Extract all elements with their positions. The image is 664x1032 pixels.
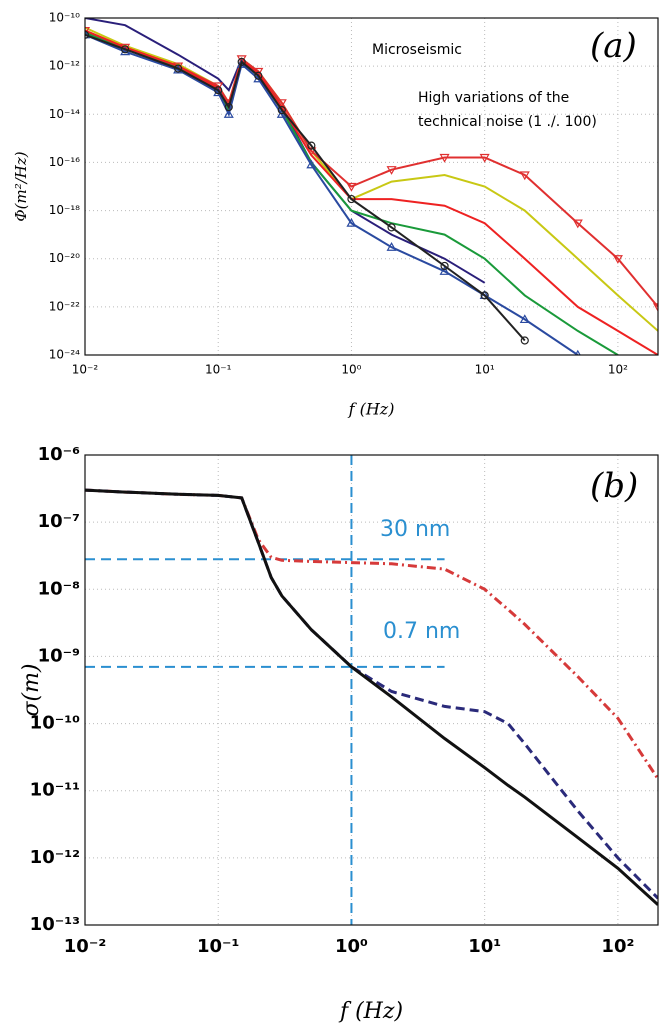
marker <box>519 171 530 181</box>
marker <box>214 86 223 95</box>
marker <box>277 105 286 115</box>
y-tick-label: 10⁻⁸ <box>38 578 80 599</box>
marker <box>440 261 449 271</box>
marker <box>519 314 530 324</box>
annotation: 0.7 nm <box>383 619 460 644</box>
axes-frame <box>84 17 659 356</box>
y-tick-label: 10⁻¹⁰ <box>49 11 80 25</box>
y-tick-label: 10⁻¹² <box>49 59 80 73</box>
annotation: technical noise (1 ./. 100) <box>418 114 597 130</box>
y-tick-label: 10⁻¹⁰ <box>30 713 80 734</box>
y-axis-label: σ(m) <box>19 663 44 716</box>
y-tick-label: 10⁻¹¹ <box>30 780 80 801</box>
y-tick-label: 10⁻²⁴ <box>49 348 80 362</box>
annotation: 30 nm <box>380 517 450 542</box>
plot-lines <box>85 18 658 355</box>
series-line <box>85 33 526 342</box>
marker <box>306 159 317 169</box>
series-line <box>85 29 658 308</box>
y-tick-label: 10⁻⁶ <box>38 444 81 465</box>
marker <box>479 153 490 163</box>
x-tick-label: 10⁻¹ <box>205 363 232 377</box>
marker <box>254 71 263 80</box>
marker <box>652 303 658 313</box>
marker <box>386 242 397 251</box>
x-tick-label: 10¹ <box>475 363 495 377</box>
plot-lines <box>85 455 658 925</box>
marker <box>439 153 450 163</box>
y-tick-label: 10⁻¹⁴ <box>49 107 80 121</box>
annotation: (b) <box>590 466 638 506</box>
y-tick-label: 10⁻¹⁶ <box>49 155 80 169</box>
marker <box>85 30 90 39</box>
y-tick-label: 10⁻⁹ <box>38 645 80 666</box>
plot-area <box>85 455 658 925</box>
marker <box>237 57 246 67</box>
x-axis-label: f (Hz) <box>348 400 395 419</box>
marker <box>347 194 356 204</box>
series-line <box>85 488 658 780</box>
series-line <box>85 33 579 355</box>
marker <box>85 29 91 39</box>
marker <box>121 45 130 54</box>
annotation: Microseismic <box>372 42 462 58</box>
marker <box>520 336 529 345</box>
y-tick-label: 10⁻¹² <box>30 847 80 868</box>
marker <box>223 109 234 118</box>
marker <box>480 291 489 300</box>
marker <box>612 255 623 264</box>
marker <box>572 219 583 229</box>
x-tick-label: 10² <box>608 363 628 377</box>
series-line <box>85 488 658 906</box>
annotation: High variations of the <box>418 90 569 106</box>
x-tick-label: 10⁻¹ <box>197 936 239 957</box>
x-tick-label: 10⁻² <box>72 363 99 377</box>
y-tick-label: 10⁻⁷ <box>38 511 80 532</box>
marker <box>174 64 183 73</box>
x-tick-label: 10² <box>601 936 634 957</box>
y-tick-label: 10⁻²² <box>49 299 80 313</box>
marker <box>439 266 450 275</box>
x-tick-label: 10⁰ <box>341 363 361 377</box>
series-line <box>85 29 658 355</box>
marker <box>120 46 131 56</box>
marker <box>224 102 233 112</box>
annotation: (a) <box>590 26 637 66</box>
marker <box>386 166 397 175</box>
y-tick-label: 10⁻¹⁸ <box>49 203 80 217</box>
marker <box>307 141 316 150</box>
x-tick-label: 10⁻² <box>64 936 106 957</box>
y-tick-label: 10⁻¹³ <box>30 914 80 935</box>
marker <box>346 217 357 227</box>
x-tick-label: 10⁰ <box>335 936 368 957</box>
y-tick-label: 10⁻²⁰ <box>49 251 80 265</box>
marker <box>346 182 357 192</box>
plot-area <box>85 18 658 355</box>
axes-frame <box>84 454 659 926</box>
x-tick-label: 10¹ <box>468 936 501 957</box>
marker <box>387 223 396 232</box>
x-axis-label: f (Hz) <box>338 999 403 1024</box>
y-axis-label: Φ(m²/Hz) <box>12 151 30 221</box>
